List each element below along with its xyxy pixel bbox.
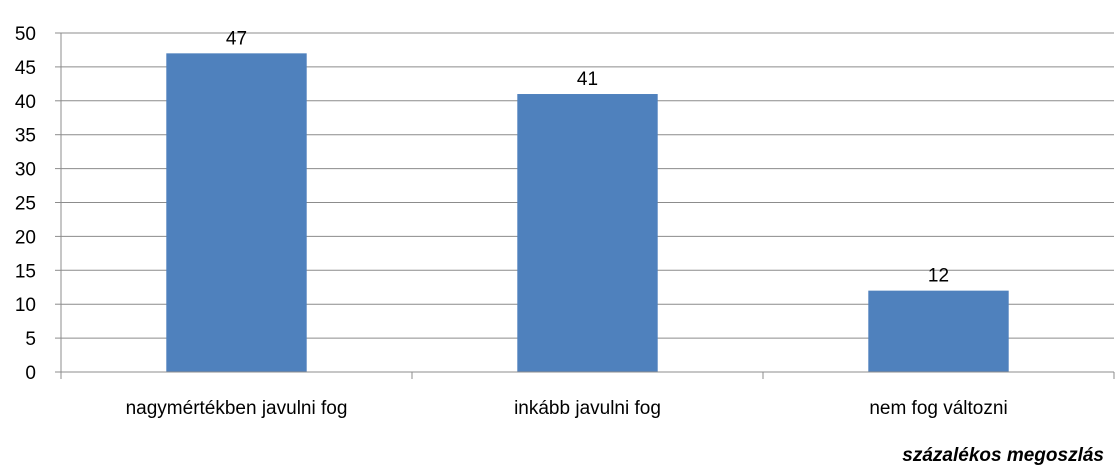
footnote: százalékos megoszlás bbox=[902, 445, 1104, 466]
y-tick-label: 5 bbox=[25, 329, 36, 350]
y-tick-label: 20 bbox=[15, 227, 36, 248]
category-label: nem fog változni bbox=[869, 398, 1007, 419]
y-tick-label: 15 bbox=[15, 261, 36, 282]
y-tick-label: 40 bbox=[15, 92, 36, 113]
data-label: 47 bbox=[226, 28, 247, 49]
axes bbox=[55, 32, 1115, 379]
y-tick-label: 35 bbox=[15, 126, 36, 147]
data-label: 12 bbox=[928, 266, 949, 287]
y-tick-label: 45 bbox=[15, 58, 36, 79]
bar bbox=[517, 94, 658, 373]
bar bbox=[166, 53, 307, 373]
data-label: 41 bbox=[577, 69, 598, 90]
y-tick-label: 50 bbox=[15, 24, 36, 45]
bars bbox=[166, 53, 1009, 373]
category-label: inkább javulni fog bbox=[514, 398, 661, 419]
y-tick-label: 0 bbox=[25, 363, 36, 384]
y-tick-labels: 0 5 10 15 20 25 30 35 40 45 50 bbox=[15, 24, 36, 384]
y-tick-label: 10 bbox=[15, 295, 36, 316]
y-tick-label: 30 bbox=[15, 160, 36, 181]
y-tick-label: 25 bbox=[15, 194, 36, 215]
data-labels: 47 41 12 bbox=[226, 28, 949, 286]
category-label: nagymértékben javulni fog bbox=[126, 398, 348, 419]
category-labels: nagymértékben javulni fog inkább javulni … bbox=[126, 398, 1008, 419]
bar bbox=[868, 290, 1009, 372]
